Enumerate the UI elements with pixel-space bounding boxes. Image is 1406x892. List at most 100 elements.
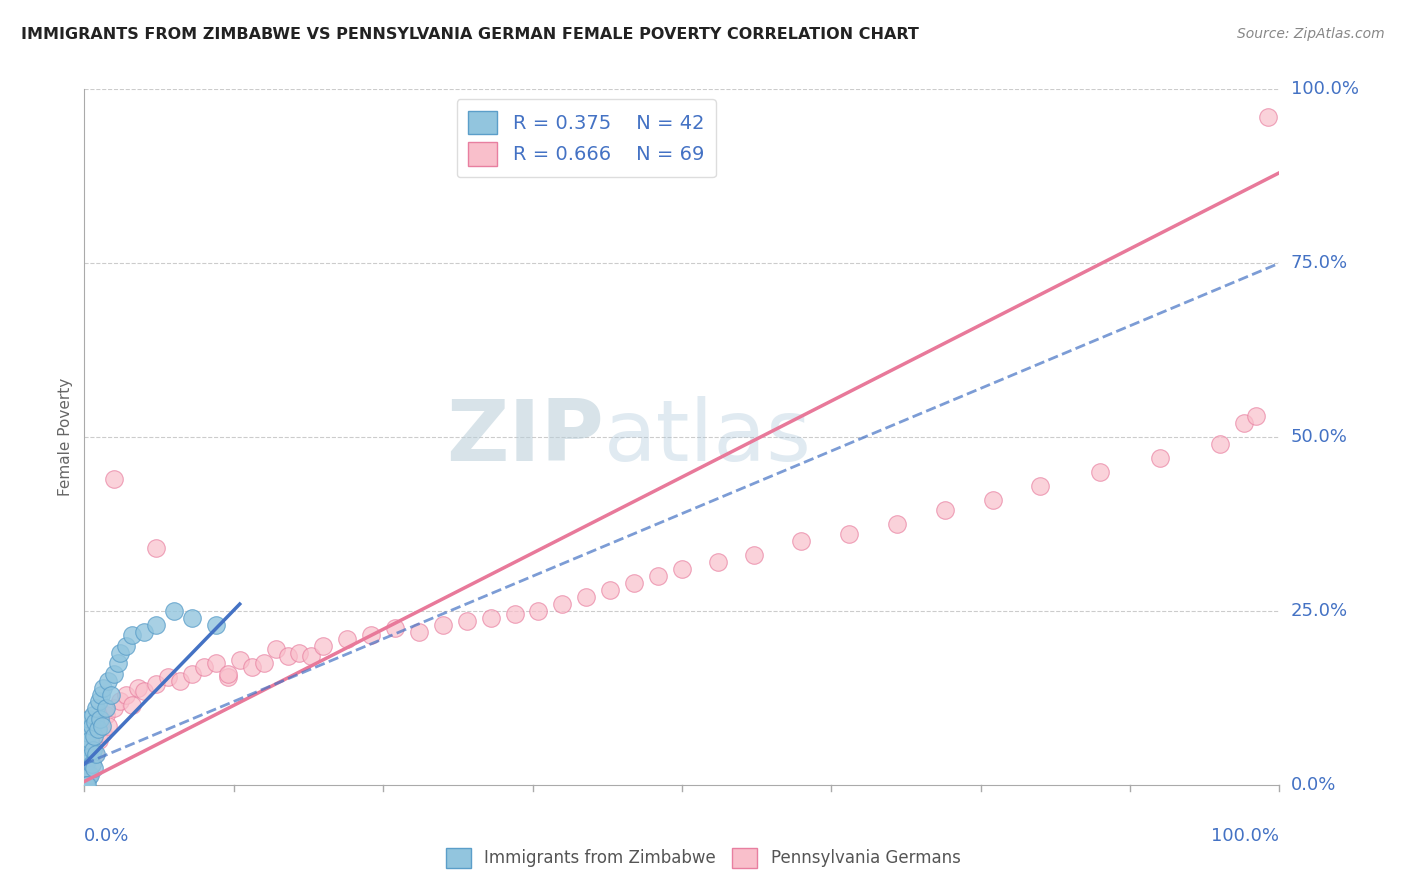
Text: 0.0%: 0.0% xyxy=(84,827,129,845)
Point xyxy=(217,666,239,681)
Text: Source: ZipAtlas.com: Source: ZipAtlas.com xyxy=(1237,27,1385,41)
Point xyxy=(107,657,129,671)
Point xyxy=(169,673,191,688)
Point xyxy=(145,541,167,556)
Point xyxy=(217,670,239,684)
Point xyxy=(181,666,204,681)
Point xyxy=(790,534,813,549)
Point xyxy=(97,719,120,733)
Point xyxy=(145,618,167,632)
Point xyxy=(79,732,101,747)
Point xyxy=(77,771,100,785)
Point xyxy=(82,743,104,757)
Point xyxy=(277,649,299,664)
Text: 25.0%: 25.0% xyxy=(1291,602,1348,620)
Point xyxy=(229,653,252,667)
Point xyxy=(1090,465,1112,479)
Point xyxy=(86,723,108,737)
Point xyxy=(100,688,122,702)
Point xyxy=(103,666,125,681)
Point xyxy=(77,726,100,740)
Point xyxy=(76,778,98,792)
Point xyxy=(93,726,115,740)
Point xyxy=(93,681,115,695)
Point xyxy=(77,726,100,740)
Point xyxy=(132,624,156,639)
Text: 100.0%: 100.0% xyxy=(1212,827,1279,845)
Point xyxy=(132,684,156,698)
Point xyxy=(551,597,574,611)
Point xyxy=(264,642,287,657)
Text: IMMIGRANTS FROM ZIMBABWE VS PENNSYLVANIA GERMAN FEMALE POVERTY CORRELATION CHART: IMMIGRANTS FROM ZIMBABWE VS PENNSYLVANIA… xyxy=(21,27,920,42)
Point xyxy=(1257,110,1279,124)
Text: 0.0%: 0.0% xyxy=(1291,776,1336,794)
Point xyxy=(110,646,132,660)
Point xyxy=(163,604,186,618)
Point xyxy=(77,712,100,726)
Point xyxy=(75,764,97,778)
Point xyxy=(193,659,215,673)
Point xyxy=(253,657,276,671)
Point xyxy=(76,723,98,737)
Point xyxy=(86,723,108,737)
Point xyxy=(76,760,98,774)
Text: 75.0%: 75.0% xyxy=(1291,254,1348,272)
Point xyxy=(157,670,180,684)
Point xyxy=(838,527,860,541)
Text: ZIP: ZIP xyxy=(447,395,605,479)
Point xyxy=(527,604,550,618)
Point xyxy=(89,712,111,726)
Point xyxy=(82,739,104,754)
Text: 100.0%: 100.0% xyxy=(1291,80,1358,98)
Point xyxy=(145,677,167,691)
Point xyxy=(599,583,621,598)
Point xyxy=(79,736,101,750)
Point xyxy=(84,715,107,730)
Point xyxy=(240,659,263,673)
Point xyxy=(181,611,204,625)
Point xyxy=(671,562,693,576)
Point xyxy=(110,694,132,708)
Point xyxy=(432,618,454,632)
Point xyxy=(312,639,335,653)
Point xyxy=(83,729,105,743)
Legend: Immigrants from Zimbabwe, Pennsylvania Germans: Immigrants from Zimbabwe, Pennsylvania G… xyxy=(439,841,967,875)
Point xyxy=(1233,416,1256,430)
Point xyxy=(408,624,430,639)
Legend: R = 0.375    N = 42, R = 0.666    N = 69: R = 0.375 N = 42, R = 0.666 N = 69 xyxy=(457,99,716,178)
Point xyxy=(84,747,107,761)
Point xyxy=(121,628,143,642)
Point xyxy=(103,701,125,715)
Point xyxy=(503,607,526,622)
Point xyxy=(97,673,120,688)
Point xyxy=(76,736,98,750)
Point xyxy=(647,569,669,583)
Point xyxy=(707,555,730,569)
Point xyxy=(86,701,108,715)
Point xyxy=(75,778,97,792)
Point xyxy=(77,767,100,781)
Point xyxy=(1029,479,1052,493)
Point xyxy=(90,715,112,730)
Point xyxy=(87,732,110,747)
Text: 50.0%: 50.0% xyxy=(1291,428,1347,446)
Point xyxy=(288,646,311,660)
Text: atlas: atlas xyxy=(605,395,813,479)
Point xyxy=(80,757,103,772)
Point xyxy=(86,747,108,761)
Point xyxy=(479,611,502,625)
Point xyxy=(115,688,138,702)
Point xyxy=(103,472,125,486)
Point xyxy=(623,576,645,591)
Point xyxy=(76,754,98,768)
Point xyxy=(981,492,1004,507)
Point xyxy=(75,774,97,789)
Point xyxy=(80,719,103,733)
Point xyxy=(77,739,100,754)
Point xyxy=(301,649,323,664)
Point xyxy=(456,615,478,629)
Point xyxy=(94,708,117,723)
Point xyxy=(205,657,228,671)
Point xyxy=(886,516,908,531)
Point xyxy=(127,681,149,695)
